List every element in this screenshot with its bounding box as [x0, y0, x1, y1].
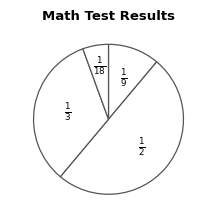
- Wedge shape: [33, 49, 108, 177]
- Text: $\frac{1}{9}$: $\frac{1}{9}$: [120, 68, 127, 89]
- Wedge shape: [108, 44, 157, 119]
- Text: $\frac{1}{2}$: $\frac{1}{2}$: [138, 136, 146, 158]
- Wedge shape: [83, 44, 108, 119]
- Text: $\frac{1}{18}$: $\frac{1}{18}$: [93, 55, 106, 77]
- Title: Math Test Results: Math Test Results: [42, 10, 175, 23]
- Wedge shape: [60, 62, 184, 194]
- Text: $\frac{1}{3}$: $\frac{1}{3}$: [64, 101, 72, 123]
